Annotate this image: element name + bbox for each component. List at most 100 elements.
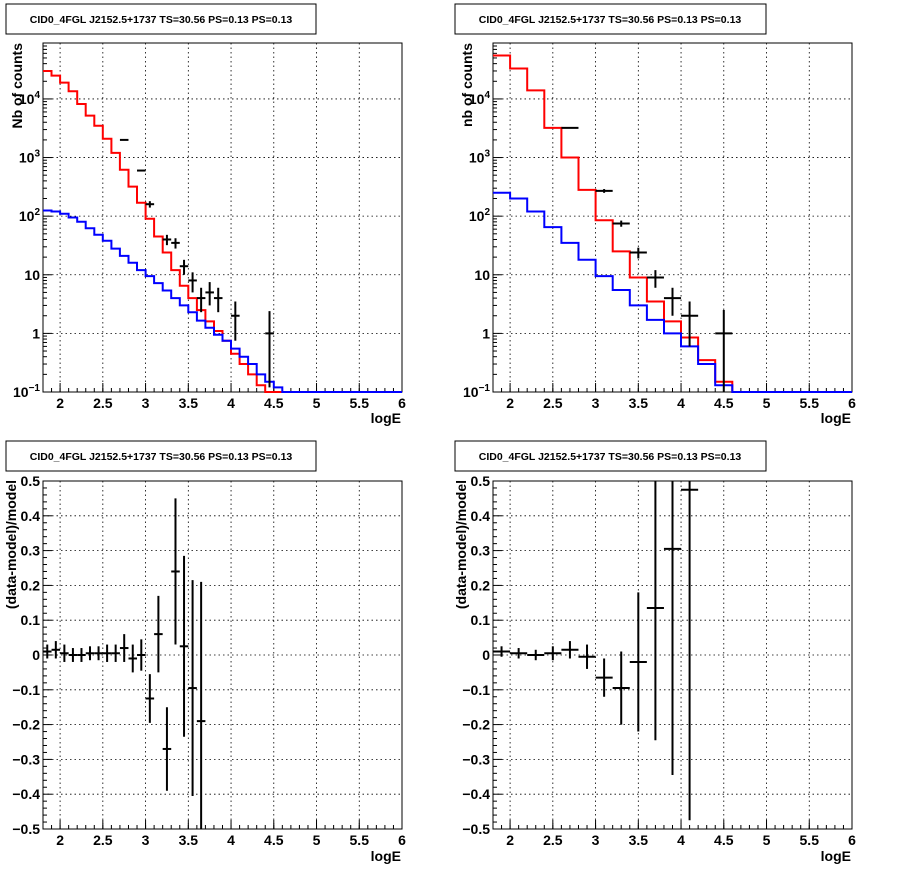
data-point — [94, 646, 103, 661]
x-tick-label: 2.5 — [93, 832, 113, 848]
data-point — [171, 238, 180, 249]
data-point — [595, 658, 613, 697]
y-tick-label: 104 — [469, 90, 491, 107]
data-point — [128, 644, 138, 673]
x-tick-label: 5 — [313, 832, 321, 848]
x-axis-label: logE — [821, 848, 851, 864]
y-tick-label: 104 — [19, 90, 41, 107]
x-tick-label: 3.5 — [629, 832, 649, 848]
data-point — [171, 498, 180, 645]
panel-counts-right: CID0_4FGL J2152.5+1737 TS=30.56 PS=0.13 … — [454, 3, 856, 426]
x-tick-label: 3 — [142, 395, 150, 411]
data-point — [188, 580, 197, 796]
y-tick-label: 10 — [24, 267, 40, 283]
data-point — [137, 639, 146, 671]
y-tick-label: 0.4 — [21, 508, 41, 524]
plot-area: 2 2.5 3 3.5 4 4.5 5 5.5 6 −0.5 −0.4 −0.3 −0.2 −0.1 0 0.… — [12, 473, 406, 848]
plot-frame — [42, 480, 403, 830]
y-tick-label: −0.1 — [462, 682, 490, 698]
y-tick-label: 102 — [469, 207, 491, 224]
y-axis-label: Nb of counts — [9, 43, 25, 129]
y-axis-label: (data-model)/model — [453, 480, 469, 609]
x-tick-label: 4 — [227, 832, 235, 848]
x-tick-label: 2.5 — [93, 395, 113, 411]
panel-residuals-right: CID0_4FGL J2152.5+1737 TS=30.56 PS=0.13 … — [453, 440, 856, 864]
x-axis-label: logE — [371, 410, 401, 426]
data-point — [145, 674, 155, 723]
data-point — [510, 648, 528, 659]
data-point — [663, 287, 682, 316]
source-model-histogram — [43, 209, 402, 393]
x-tick-label: 2 — [56, 832, 64, 848]
plot-frame — [492, 42, 853, 393]
panel-counts-left: CID0_4FGL J2152.5+1737 TS=30.56 PS=0.13 … — [5, 3, 406, 426]
data-point — [663, 481, 682, 776]
title-box — [5, 3, 317, 35]
y-axis-label: nb of counts — [459, 43, 475, 127]
x-tick-label: 3.5 — [629, 395, 649, 411]
x-tick-label: 4 — [677, 395, 685, 411]
data-point — [646, 481, 664, 741]
x-tick-label: 5.5 — [800, 395, 820, 411]
title-box — [454, 440, 767, 472]
data-point — [561, 641, 579, 659]
data-point — [102, 644, 112, 662]
y-tick-label: −0.3 — [462, 751, 490, 767]
y-tick-label: 0.1 — [21, 612, 41, 628]
panel-residuals-left: CID0_4FGL J2152.5+1737 TS=30.56 PS=0.13 … — [3, 440, 406, 864]
x-tick-label: 4.5 — [714, 395, 734, 411]
x-tick-label: 6 — [848, 832, 856, 848]
y-tick-label: −0.4 — [12, 786, 40, 802]
y-tick-label: 0 — [482, 647, 490, 663]
x-tick-label: 5 — [313, 395, 321, 411]
y-tick-label: 1 — [482, 325, 490, 341]
y-tick-label: −0.4 — [462, 786, 490, 802]
y-tick-label: 10 — [474, 267, 490, 283]
y-axis-label: (data-model)/model — [3, 480, 19, 609]
data-point — [205, 282, 214, 306]
x-tick-label: 4.5 — [264, 832, 284, 848]
data-point — [162, 707, 172, 791]
y-tick-label: 10−1 — [463, 383, 490, 400]
y-tick-label: −0.2 — [462, 717, 490, 733]
x-tick-label: 2.5 — [543, 832, 563, 848]
title-box — [454, 3, 767, 35]
data-point — [646, 270, 664, 288]
data-point — [68, 648, 78, 662]
y-tick-label: 0.2 — [471, 577, 491, 593]
x-axis-label: logE — [371, 848, 401, 864]
data-point — [544, 646, 562, 661]
data-point — [119, 634, 129, 662]
y-tick-label: 0.1 — [471, 612, 491, 628]
x-tick-label: 3 — [142, 832, 150, 848]
x-tick-label: 3.5 — [179, 395, 199, 411]
data-point — [179, 555, 189, 737]
x-tick-label: 4 — [677, 832, 685, 848]
y-tick-label: 0 — [32, 647, 40, 663]
y-tick-label: −0.2 — [12, 717, 40, 733]
data-point — [179, 259, 189, 275]
y-tick-label: −0.5 — [462, 821, 490, 837]
x-tick-label: 4 — [227, 395, 235, 411]
x-tick-label: 3 — [592, 395, 600, 411]
x-tick-label: 5.5 — [350, 832, 370, 848]
data-point — [43, 644, 52, 659]
data-point — [595, 189, 613, 193]
x-tick-label: 5 — [763, 832, 771, 848]
data-point — [612, 651, 630, 725]
data-point — [196, 581, 206, 829]
x-axis-label: logE — [821, 410, 851, 426]
chart-title: CID0_4FGL J2152.5+1737 TS=30.56 PS=0.13 … — [479, 451, 742, 463]
y-tick-label: 0.5 — [21, 473, 41, 489]
y-tick-label: 10−1 — [13, 383, 40, 400]
title-box — [5, 440, 317, 472]
x-tick-label: 4.5 — [714, 832, 734, 848]
data-point — [85, 646, 95, 661]
chart-title: CID0_4FGL J2152.5+1737 TS=30.56 PS=0.13 … — [30, 451, 293, 463]
y-tick-label: 0.4 — [471, 508, 491, 524]
plot-area: 2 2.5 3 3.5 4 4.5 5 5.5 6 −0.5 −0.4 −0.3 −0.2 −0.1 0 0.… — [462, 473, 856, 848]
data-point — [111, 644, 120, 662]
x-tick-label: 4.5 — [264, 395, 284, 411]
y-tick-label: 103 — [19, 149, 41, 166]
x-tick-label: 2 — [506, 395, 514, 411]
